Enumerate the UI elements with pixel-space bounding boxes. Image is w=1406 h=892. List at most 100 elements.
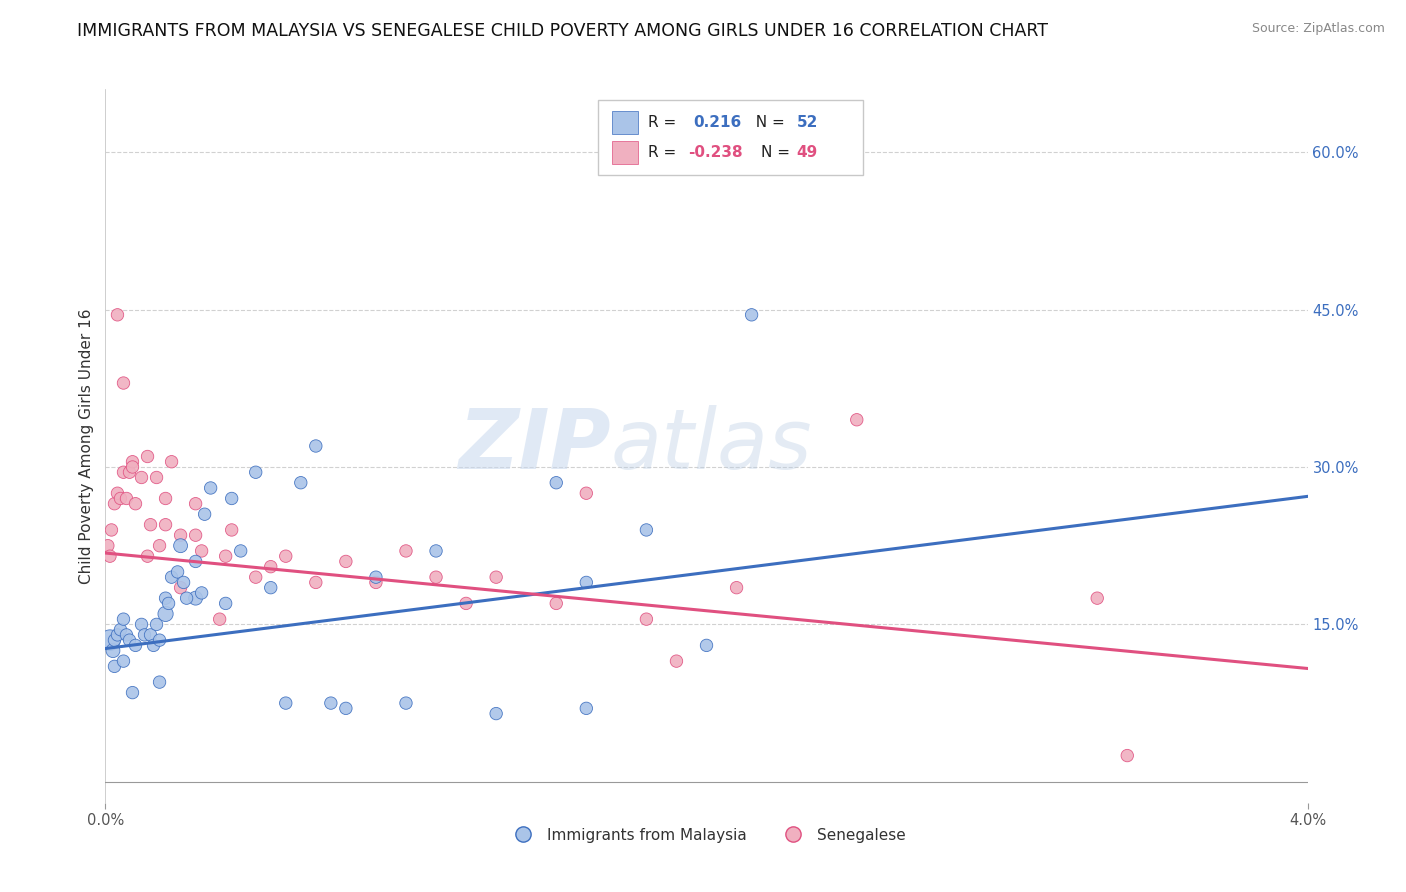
- Point: [725, 581, 748, 595]
- Point: [260, 559, 283, 574]
- Point: [221, 523, 243, 537]
- Text: R =: R =: [648, 145, 681, 160]
- Point: [1116, 748, 1139, 763]
- Point: [245, 570, 267, 584]
- Point: [319, 696, 342, 710]
- Point: [98, 633, 121, 648]
- Point: [160, 455, 183, 469]
- Point: [97, 539, 120, 553]
- Point: [184, 591, 207, 606]
- Point: [157, 596, 180, 610]
- Point: [110, 491, 132, 506]
- Text: N =: N =: [747, 115, 790, 130]
- Point: [229, 544, 252, 558]
- Point: [155, 491, 177, 506]
- Text: IMMIGRANTS FROM MALAYSIA VS SENEGALESE CHILD POVERTY AMONG GIRLS UNDER 16 CORREL: IMMIGRANTS FROM MALAYSIA VS SENEGALESE C…: [77, 22, 1049, 40]
- Point: [184, 528, 207, 542]
- Point: [546, 596, 568, 610]
- Point: [335, 701, 357, 715]
- FancyBboxPatch shape: [599, 100, 863, 175]
- Point: [636, 523, 658, 537]
- Point: [290, 475, 312, 490]
- Text: N =: N =: [761, 145, 794, 160]
- Point: [121, 685, 143, 699]
- Point: [136, 549, 159, 564]
- Point: [169, 539, 191, 553]
- Point: [107, 308, 129, 322]
- Point: [169, 581, 191, 595]
- Text: 0.216: 0.216: [693, 115, 741, 130]
- Point: [131, 617, 153, 632]
- Bar: [612, 111, 638, 134]
- Text: -0.238: -0.238: [689, 145, 744, 160]
- Point: [395, 544, 418, 558]
- Point: [112, 465, 135, 479]
- Text: 49: 49: [797, 145, 818, 160]
- Text: R =: R =: [648, 115, 681, 130]
- Point: [260, 581, 283, 595]
- Point: [112, 376, 135, 390]
- Point: [134, 628, 156, 642]
- Y-axis label: Child Poverty Among Girls Under 16: Child Poverty Among Girls Under 16: [79, 309, 94, 583]
- Point: [208, 612, 231, 626]
- Point: [98, 549, 121, 564]
- Point: [190, 586, 212, 600]
- Point: [364, 575, 387, 590]
- Point: [131, 470, 153, 484]
- Point: [148, 539, 170, 553]
- Point: [575, 486, 598, 500]
- Point: [221, 491, 243, 506]
- Point: [184, 497, 207, 511]
- Point: [124, 497, 146, 511]
- Point: [124, 639, 146, 653]
- Legend: Immigrants from Malaysia, Senegalese: Immigrants from Malaysia, Senegalese: [501, 822, 912, 848]
- Point: [107, 628, 129, 642]
- Point: [103, 633, 125, 648]
- Point: [575, 701, 598, 715]
- Point: [101, 643, 124, 657]
- Point: [115, 491, 138, 506]
- Point: [425, 570, 447, 584]
- Point: [305, 575, 328, 590]
- Point: [103, 497, 125, 511]
- Point: [103, 659, 125, 673]
- Text: Source: ZipAtlas.com: Source: ZipAtlas.com: [1251, 22, 1385, 36]
- Point: [121, 455, 143, 469]
- Point: [166, 565, 188, 579]
- Point: [194, 507, 217, 521]
- Point: [274, 549, 297, 564]
- Point: [100, 523, 122, 537]
- Point: [575, 575, 598, 590]
- Point: [456, 596, 478, 610]
- Point: [305, 439, 328, 453]
- Point: [155, 607, 177, 621]
- Point: [184, 554, 207, 568]
- Bar: [612, 141, 638, 164]
- Point: [160, 570, 183, 584]
- Point: [107, 486, 129, 500]
- Point: [155, 591, 177, 606]
- Point: [145, 470, 167, 484]
- Text: 52: 52: [797, 115, 818, 130]
- Point: [136, 450, 159, 464]
- Point: [112, 654, 135, 668]
- Text: ZIP: ZIP: [458, 406, 610, 486]
- Point: [118, 465, 141, 479]
- Point: [176, 591, 198, 606]
- Point: [636, 612, 658, 626]
- Point: [1085, 591, 1108, 606]
- Point: [112, 612, 135, 626]
- Point: [696, 639, 718, 653]
- Point: [245, 465, 267, 479]
- Point: [148, 633, 170, 648]
- Point: [485, 706, 508, 721]
- Point: [148, 675, 170, 690]
- Text: atlas: atlas: [610, 406, 813, 486]
- Point: [142, 639, 165, 653]
- Point: [139, 517, 162, 532]
- Point: [546, 475, 568, 490]
- Point: [169, 528, 191, 542]
- Point: [214, 549, 236, 564]
- Point: [118, 633, 141, 648]
- Point: [110, 623, 132, 637]
